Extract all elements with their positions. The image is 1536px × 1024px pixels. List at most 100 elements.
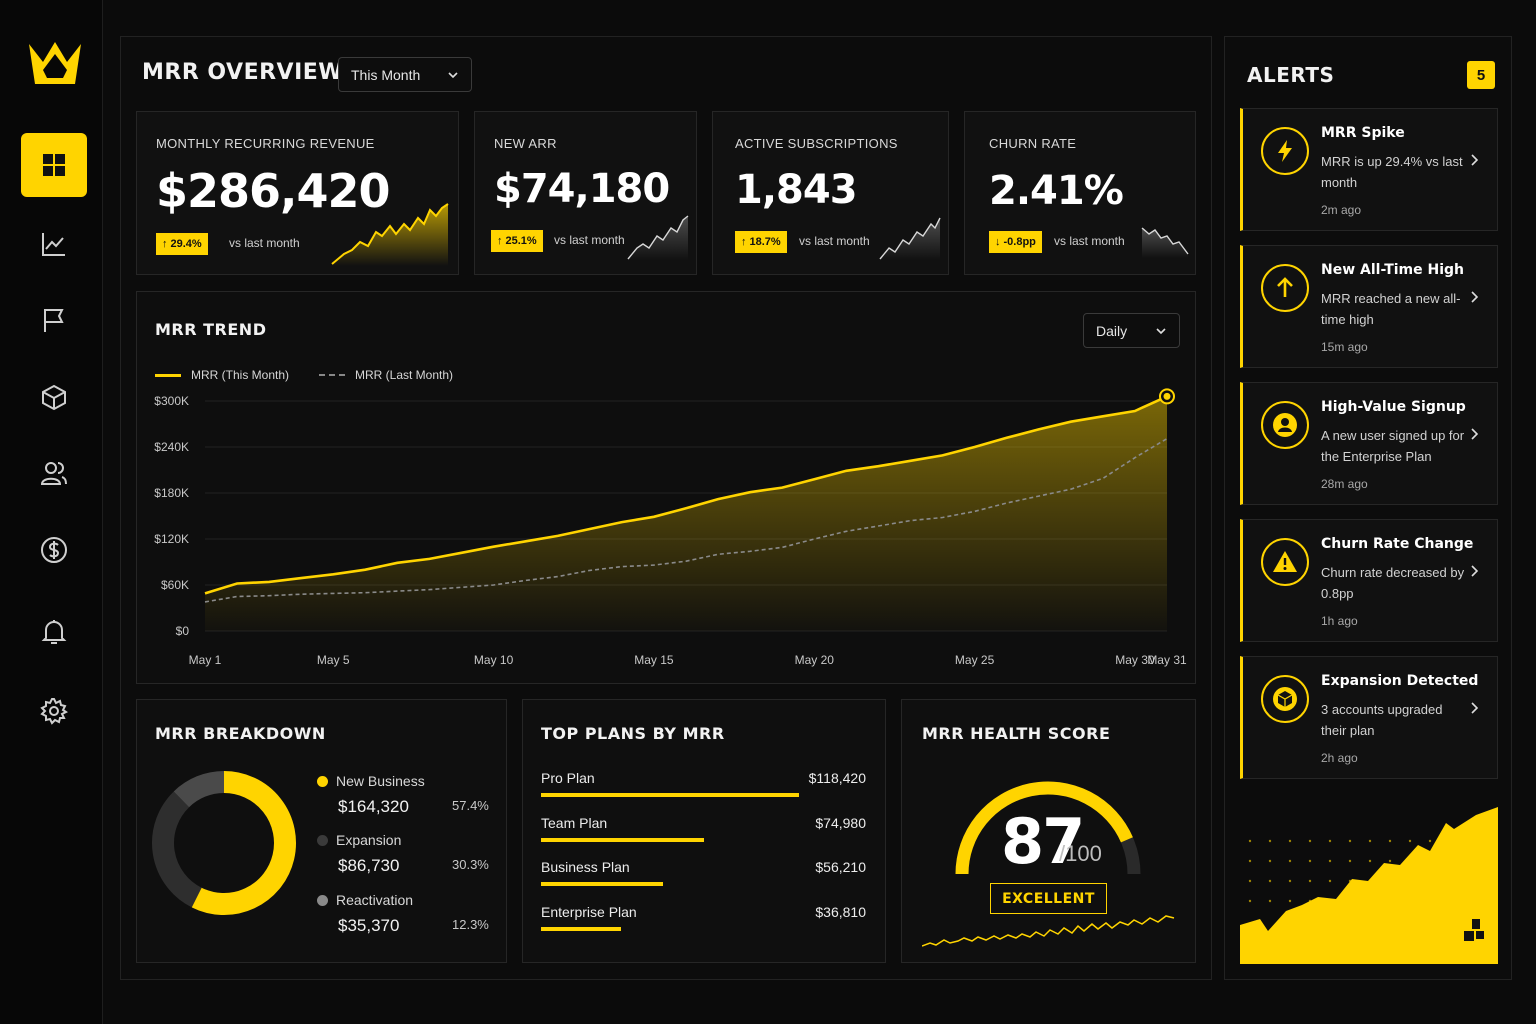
nav-notifications[interactable] <box>21 600 87 664</box>
health-score-panel: MRR HEALTH SCORE 87 /100 EXCELLENT <box>901 699 1196 963</box>
alert-title: High-Value Signup <box>1321 399 1466 415</box>
breakdown-item-name: Expansion <box>336 832 402 848</box>
y-tick-label: $0 <box>176 624 190 638</box>
y-tick-label: $120K <box>154 532 189 546</box>
cube-icon <box>1273 687 1297 711</box>
breakdown-item: Expansion $86,730 <box>317 832 401 876</box>
kpi-label: CHURN RATE <box>989 136 1077 151</box>
breakdown-item: New Business $164,320 <box>317 773 425 817</box>
kpi-card-subscriptions[interactable]: ACTIVE SUBSCRIPTIONS 1,843 ↑ 18.7% vs las… <box>712 111 949 275</box>
kpi-card-new-arr[interactable]: NEW ARR $74,180 ↑ 25.1% vs last month <box>474 111 697 275</box>
legend-dot <box>317 834 328 846</box>
alert-description: A new user signed up for the Enterprise … <box>1321 428 1465 464</box>
nav-products[interactable] <box>21 365 87 429</box>
alert-time: 2h ago <box>1321 751 1358 765</box>
chevron-right-icon[interactable] <box>1467 290 1481 304</box>
y-tick-label: $60K <box>161 578 189 592</box>
x-tick-label: May 5 <box>317 653 350 667</box>
alert-icon-badge <box>1261 264 1309 312</box>
chevron-right-icon[interactable] <box>1467 564 1481 578</box>
alert-title: New All-Time High <box>1321 262 1465 278</box>
nav-customers[interactable] <box>21 441 87 505</box>
breakdown-item-name: Reactivation <box>336 892 414 908</box>
alert-item[interactable]: Expansion Detected 3 accounts upgraded th… <box>1240 656 1498 779</box>
period-select[interactable]: This Month <box>338 57 472 92</box>
nav-goals[interactable] <box>21 288 87 352</box>
plan-bar <box>541 837 705 842</box>
mrr-breakdown-panel: MRR BREAKDOWN New Business $164,320 57.4… <box>136 699 507 963</box>
nav-analytics[interactable] <box>21 212 87 276</box>
plan-name: Enterprise Plan <box>541 903 637 920</box>
alert-item[interactable]: High-Value Signup A new user signed up fo… <box>1240 382 1498 505</box>
dollar-icon <box>41 537 67 563</box>
alerts-panel: ALERTS 5 MRR Spike MRR is up 29.4% vs las… <box>1224 36 1512 980</box>
kpi-value: $286,420 <box>156 164 391 218</box>
bell-icon <box>41 620 67 644</box>
y-tick-label: $180K <box>154 486 189 500</box>
x-tick-label: May 25 <box>955 653 995 667</box>
health-gauge <box>955 781 1141 875</box>
donut-slice[interactable] <box>152 791 202 908</box>
plans-title: TOP PLANS BY MRR <box>541 724 725 743</box>
kpi-delta: -0.8pp <box>1003 236 1036 248</box>
kpi-vs: vs last month <box>1054 234 1125 248</box>
period-select-value: This Month <box>351 66 421 83</box>
legend-last-month[interactable]: MRR (Last Month) <box>319 368 453 382</box>
kpi-card-mrr[interactable]: MONTHLY RECURRING REVENUE $286,420 ↑ 29.4… <box>136 111 459 275</box>
arrow-down-icon: ↓ <box>995 236 1001 248</box>
arrow-up-icon: ↑ <box>162 238 168 250</box>
x-tick-label: May 10 <box>474 653 514 667</box>
alert-time: 15m ago <box>1321 340 1368 354</box>
arrow-up-icon: ↑ <box>741 236 747 248</box>
donut-slice[interactable] <box>173 771 225 808</box>
breakdown-item-name: New Business <box>336 773 425 789</box>
trend-title: MRR TREND <box>155 320 267 339</box>
breakdown-donut-chart <box>152 771 296 915</box>
breakdown-item-value: $35,370 <box>338 916 400 935</box>
brand-logo[interactable] <box>29 40 81 86</box>
series-area-this-month <box>205 396 1167 631</box>
user-icon <box>1273 413 1297 437</box>
legend-dot <box>317 894 328 906</box>
nav-billing[interactable] <box>21 518 87 582</box>
plan-bar <box>541 882 664 886</box>
chevron-right-icon[interactable] <box>1467 153 1481 167</box>
legend-label: MRR (Last Month) <box>355 368 454 382</box>
health-score-max: /100 <box>1059 841 1102 866</box>
plan-name: Pro Plan <box>541 770 595 786</box>
health-score-value: 87 <box>1001 805 1085 878</box>
alert-item[interactable]: MRR Spike MRR is up 29.4% vs last month 2m… <box>1240 108 1498 231</box>
x-tick-label: May 1 <box>189 653 222 667</box>
alert-description: MRR reached a new all-time high <box>1321 291 1461 327</box>
health-title: MRR HEALTH SCORE <box>922 724 1111 743</box>
legend-dot <box>317 775 328 787</box>
health-rating-badge: EXCELLENT <box>990 883 1107 914</box>
nav-dashboard[interactable] <box>21 133 87 197</box>
kpi-delta: 25.1% <box>505 235 537 247</box>
alerts-title: ALERTS <box>1247 63 1335 87</box>
alert-icon-badge <box>1261 401 1309 449</box>
breakdown-item-value: $164,320 <box>338 797 409 816</box>
x-tick-label: May 20 <box>795 653 835 667</box>
box-icon <box>42 384 66 411</box>
kpi-card-churn[interactable]: CHURN RATE 2.41% ↓ -0.8pp vs last month <box>964 111 1196 275</box>
alert-time: 1h ago <box>1321 614 1358 628</box>
alert-item[interactable]: Churn Rate Change Churn rate decreased by… <box>1240 519 1498 642</box>
donut-slice[interactable] <box>191 771 296 915</box>
alert-icon-badge <box>1261 675 1309 723</box>
series-line-last-month <box>204 437 1168 603</box>
granularity-select[interactable]: Daily <box>1083 313 1180 348</box>
kpi-value: 1,843 <box>735 167 858 213</box>
plan-name: Business Plan <box>541 859 630 875</box>
alert-icon-badge <box>1261 127 1309 175</box>
chevron-right-icon[interactable] <box>1467 427 1481 441</box>
alert-item[interactable]: New All-Time High MRR reached a new all-t… <box>1240 245 1498 368</box>
top-plans-panel: TOP PLANS BY MRR Pro Plan $118,420 Team Pl… <box>522 699 886 963</box>
kpi-delta: 29.4% <box>170 238 202 250</box>
legend-this-month[interactable]: MRR (This Month) <box>155 368 289 382</box>
legend-swatch <box>155 373 181 377</box>
chevron-right-icon[interactable] <box>1467 701 1481 715</box>
breakdown-item-pct: 30.3% <box>452 857 489 872</box>
nav-settings[interactable] <box>21 679 87 743</box>
kpi-value: 2.41% <box>989 168 1124 214</box>
